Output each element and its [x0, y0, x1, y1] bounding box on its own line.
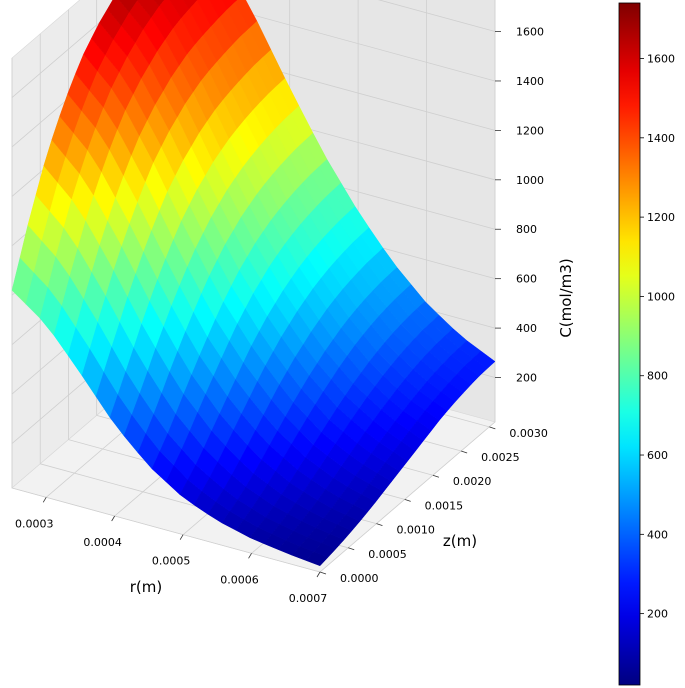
- x-tick-label: 0.0005: [152, 555, 191, 568]
- z-tick-label: 1000: [516, 174, 544, 187]
- y-tick-mark: [404, 499, 411, 502]
- z-tick-label: 1400: [516, 75, 544, 88]
- colorbar-tick-label: 1000: [647, 290, 675, 303]
- z-tick-label: 1600: [516, 26, 544, 39]
- z-tick-label: 200: [516, 372, 537, 385]
- y-axis-label: z(m): [443, 532, 477, 550]
- colorbar-tick-label: 600: [647, 449, 668, 462]
- z-tick-label: 800: [516, 223, 537, 236]
- x-tick-mark: [316, 571, 321, 578]
- y-tick-mark: [319, 571, 327, 575]
- x-tick-label: 0.0003: [15, 517, 54, 530]
- x-tick-label: 0.0007: [289, 592, 328, 605]
- y-tick-label: 0.0005: [368, 548, 407, 561]
- x-tick-mark: [42, 497, 47, 503]
- surface-patch: [153, 0, 165, 7]
- colorbar-tick-label: 1600: [647, 53, 675, 66]
- grid-line-x: [319, 421, 496, 573]
- y-tick-label: 0.0015: [425, 499, 464, 512]
- z-tick-label: 600: [516, 273, 537, 286]
- x-tick-label: 0.0006: [220, 573, 259, 586]
- y-tick-mark: [432, 474, 440, 478]
- y-tick-mark: [348, 547, 355, 551]
- x-tick-mark: [179, 534, 184, 540]
- z-axis-label: C(mol/m3): [557, 258, 575, 337]
- z-tick-label: 1200: [516, 124, 544, 137]
- x-tick-label: 0.0004: [83, 536, 122, 549]
- colorbar-tick-label: 1400: [647, 132, 675, 145]
- colorbar-tick-label: 200: [647, 608, 668, 621]
- y-tick-label: 0.0010: [396, 524, 435, 537]
- y-tick-mark: [461, 450, 468, 454]
- x-tick-mark: [111, 515, 116, 522]
- colorbar-tick-label: 400: [647, 528, 668, 541]
- surface-mesh: [11, 0, 496, 567]
- colorbar: [618, 2, 641, 686]
- z-tick-label: 400: [516, 322, 537, 335]
- colorbar-tick-label: 800: [647, 370, 668, 383]
- y-tick-label: 0.0025: [481, 451, 520, 464]
- y-tick-mark: [489, 426, 496, 430]
- x-axis-label: r(m): [130, 578, 162, 596]
- y-tick-label: 0.0000: [340, 572, 379, 585]
- grid-line-z: [377, 0, 496, 32]
- colorbar-ticks: 200 400 600 800 1000 1200 1400 1600: [640, 53, 675, 621]
- axis-ticks: 0.0003 0.0004 0.0005 0.0006 0.0007 0.0000 0.00…: [15, 26, 548, 605]
- surface-patch: [472, 350, 496, 370]
- y-tick-label: 0.0020: [453, 475, 492, 488]
- y-tick-mark: [376, 523, 383, 526]
- grid-line-y: [11, 487, 321, 573]
- x-tick-mark: [248, 553, 252, 559]
- y-tick-label: 0.0030: [509, 427, 548, 440]
- colorbar-tick-label: 1200: [647, 211, 675, 224]
